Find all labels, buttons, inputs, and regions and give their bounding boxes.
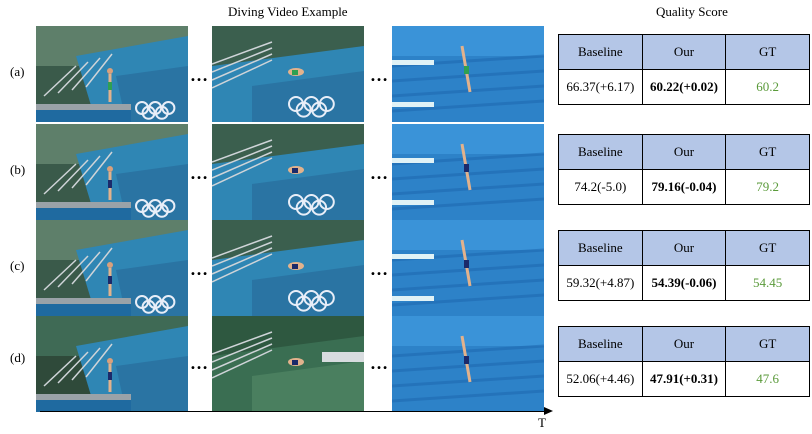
- video-heading: Diving Video Example: [228, 4, 348, 19]
- pool-image: [392, 316, 544, 412]
- baseline-score: 66.37(+6.17): [558, 69, 643, 105]
- header-baseline: Baseline: [558, 34, 643, 70]
- score-table-b: Baseline Our GT 74.2(-5.0) 79.16(-0.04) 79.2: [558, 134, 810, 205]
- header-gt: GT: [725, 34, 810, 70]
- midair-image: [212, 316, 364, 412]
- header-gt: GT: [725, 326, 810, 362]
- baseline-score: 52.06(+4.46): [558, 361, 643, 397]
- time-axis-arrow-icon: [544, 407, 553, 415]
- header-our: Our: [641, 134, 727, 170]
- header-our: Our: [641, 326, 727, 362]
- header-gt: GT: [725, 230, 810, 266]
- gt-score: 60.2: [725, 69, 810, 105]
- ellipsis-2: …: [370, 259, 388, 279]
- ellipsis-2: …: [370, 163, 388, 183]
- ellipsis-1: …: [190, 259, 208, 279]
- frame-platform: [36, 124, 188, 220]
- platform-image: [36, 316, 188, 412]
- row-label-c: (c): [10, 258, 25, 273]
- baseline-score: 59.32(+4.87): [558, 265, 643, 301]
- header-our: Our: [641, 34, 727, 70]
- header-baseline: Baseline: [558, 230, 643, 266]
- frame-pool: [392, 26, 544, 122]
- frame-platform: [36, 220, 188, 316]
- baseline-score: 74.2(-5.0): [558, 169, 643, 205]
- platform-image: [36, 220, 188, 316]
- our-score: 60.22(+0.02): [641, 69, 727, 105]
- gt-score: 47.6: [725, 361, 810, 397]
- row-label-b: (b): [10, 162, 26, 177]
- ellipsis-2: …: [370, 353, 388, 373]
- platform-image: [36, 124, 188, 220]
- header-our: Our: [641, 230, 727, 266]
- time-axis-line: [40, 411, 548, 412]
- row-label-d: (d): [10, 350, 26, 365]
- platform-image: [36, 26, 188, 122]
- frame-midair: [212, 124, 364, 220]
- midair-image: [212, 26, 364, 122]
- ellipsis-2: …: [370, 65, 388, 85]
- frame-pool: [392, 220, 544, 316]
- row-label-a: (a): [10, 64, 25, 79]
- frame-midair: [212, 316, 364, 412]
- time-axis-label: T: [538, 415, 546, 430]
- header-gt: GT: [725, 134, 810, 170]
- header-baseline: Baseline: [558, 326, 643, 362]
- pool-image: [392, 26, 544, 122]
- our-score: 47.91(+0.31): [641, 361, 727, 397]
- midair-image: [212, 220, 364, 316]
- frame-platform: [36, 26, 188, 122]
- frame-pool: [392, 316, 544, 412]
- frame-platform: [36, 316, 188, 412]
- gt-score: 54.45: [725, 265, 810, 301]
- midair-image: [212, 124, 364, 220]
- ellipsis-1: …: [190, 353, 208, 373]
- ellipsis-1: …: [190, 65, 208, 85]
- pool-image: [392, 220, 544, 316]
- pool-image: [392, 124, 544, 220]
- frame-midair: [212, 26, 364, 122]
- quality-heading: Quality Score: [656, 4, 728, 19]
- frame-midair: [212, 220, 364, 316]
- score-table-d: Baseline Our GT 52.06(+4.46) 47.91(+0.31) 47…: [558, 326, 810, 397]
- score-table-c: Baseline Our GT 59.32(+4.87) 54.39(-0.06) 54…: [558, 230, 810, 301]
- gt-score: 79.2: [725, 169, 810, 205]
- frame-pool: [392, 124, 544, 220]
- our-score: 79.16(-0.04): [641, 169, 727, 205]
- score-table-a: Baseline Our GT 66.37(+6.17) 60.22(+0.02) 60…: [558, 34, 810, 105]
- our-score: 54.39(-0.06): [641, 265, 727, 301]
- header-baseline: Baseline: [558, 134, 643, 170]
- ellipsis-1: …: [190, 163, 208, 183]
